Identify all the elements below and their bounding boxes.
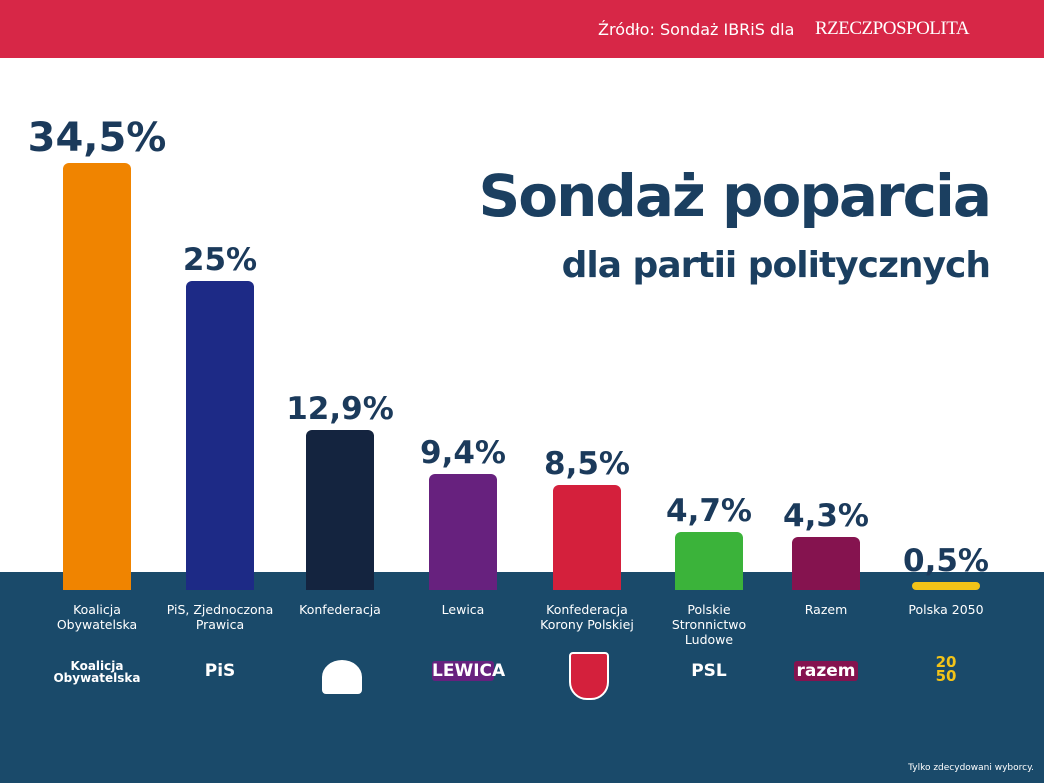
source: Źródło: Sondaż IBRiS dla xyxy=(598,20,795,39)
party-emblem xyxy=(569,652,609,700)
category-label: Koalicja Obywatelska xyxy=(56,602,138,632)
bar xyxy=(675,531,743,590)
bar xyxy=(306,430,374,590)
chart-title: Sondaż poparcia xyxy=(478,162,992,230)
value-label: 12,9% xyxy=(286,391,394,428)
bar xyxy=(186,280,254,590)
bar xyxy=(63,163,131,590)
category-label: PiS, Zjednoczona Prawica xyxy=(166,602,274,632)
value-label: 8,5% xyxy=(544,445,630,482)
header-band xyxy=(0,0,1044,58)
party-logo: Koalicja Obywatelska xyxy=(53,659,141,685)
value-label: 25% xyxy=(182,241,258,278)
bar xyxy=(792,536,860,590)
bar xyxy=(553,484,621,590)
party-logo: PiS xyxy=(204,661,236,681)
category-label: Polskie Stronnictwo Ludowe xyxy=(671,602,747,647)
party-logo: PSL xyxy=(691,661,727,681)
party-logo: razem xyxy=(794,661,858,681)
category-label: Konfederacja xyxy=(299,602,381,617)
chart-subtitle: dla partii politycznych xyxy=(561,245,991,286)
party-emblem xyxy=(322,660,362,694)
source-logo: RZECZPOSPOLITA xyxy=(815,18,970,39)
value-label: 9,4% xyxy=(420,434,506,471)
value-label: 34,5% xyxy=(27,115,167,161)
note: Tylko zdecydowani wyborcy. xyxy=(908,763,1034,773)
party-logo: 2050 xyxy=(935,653,957,685)
category-label: Polska 2050 xyxy=(908,602,984,617)
party-logo: LEWICA xyxy=(432,661,506,681)
value-label: 0,5% xyxy=(903,543,989,579)
category-label: Konfederacja Korony Polskiej xyxy=(540,602,634,632)
footer-band xyxy=(0,572,1044,783)
value-label: 4,7% xyxy=(666,492,752,529)
bar xyxy=(429,473,497,590)
category-label: Lewica xyxy=(441,602,485,617)
category-label: Razem xyxy=(804,602,848,617)
value-label: 4,3% xyxy=(783,497,869,534)
bar xyxy=(912,582,980,590)
